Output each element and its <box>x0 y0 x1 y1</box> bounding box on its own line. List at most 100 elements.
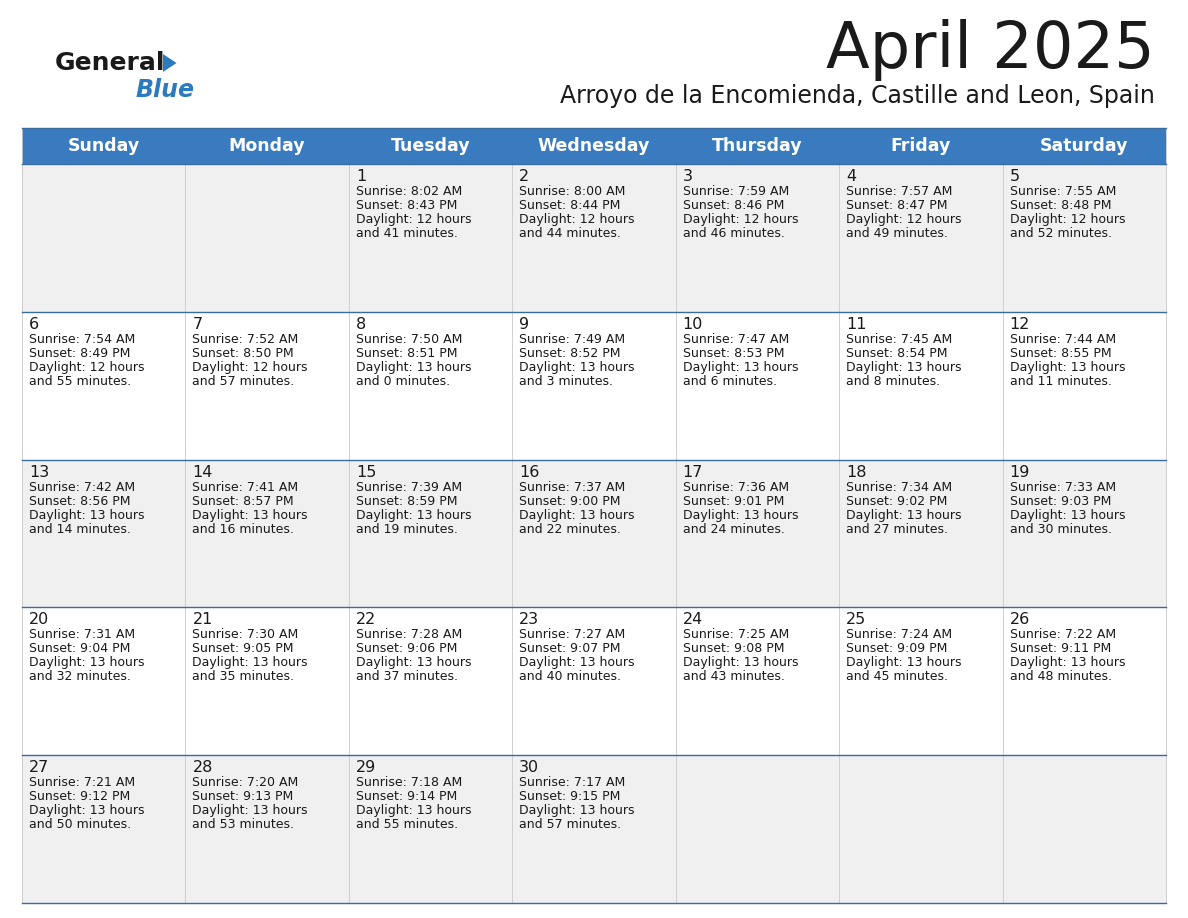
Text: Sunset: 8:53 PM: Sunset: 8:53 PM <box>683 347 784 360</box>
Text: Sunrise: 7:28 AM: Sunrise: 7:28 AM <box>356 629 462 642</box>
Text: and 43 minutes.: and 43 minutes. <box>683 670 784 683</box>
Text: 17: 17 <box>683 465 703 479</box>
Text: and 55 minutes.: and 55 minutes. <box>356 818 459 831</box>
Text: Sunset: 9:11 PM: Sunset: 9:11 PM <box>1010 643 1111 655</box>
Text: Arroyo de la Encomienda, Castille and Leon, Spain: Arroyo de la Encomienda, Castille and Le… <box>560 84 1155 108</box>
Text: and 48 minutes.: and 48 minutes. <box>1010 670 1112 683</box>
Text: Sunset: 9:12 PM: Sunset: 9:12 PM <box>29 790 131 803</box>
Text: Sunrise: 7:22 AM: Sunrise: 7:22 AM <box>1010 629 1116 642</box>
Bar <box>23 756 1165 903</box>
Text: and 16 minutes.: and 16 minutes. <box>192 522 295 535</box>
Text: and 45 minutes.: and 45 minutes. <box>846 670 948 683</box>
Text: 30: 30 <box>519 760 539 775</box>
Text: Sunset: 9:05 PM: Sunset: 9:05 PM <box>192 643 293 655</box>
Text: Daylight: 13 hours: Daylight: 13 hours <box>29 656 145 669</box>
Text: Sunrise: 7:37 AM: Sunrise: 7:37 AM <box>519 481 626 494</box>
Text: Sunrise: 7:47 AM: Sunrise: 7:47 AM <box>683 333 789 346</box>
Text: Sunset: 8:46 PM: Sunset: 8:46 PM <box>683 199 784 212</box>
Text: 23: 23 <box>519 612 539 627</box>
Text: and 44 minutes.: and 44 minutes. <box>519 227 621 240</box>
Text: and 49 minutes.: and 49 minutes. <box>846 227 948 240</box>
Text: 21: 21 <box>192 612 213 627</box>
Text: and 30 minutes.: and 30 minutes. <box>1010 522 1112 535</box>
Text: 24: 24 <box>683 612 703 627</box>
Polygon shape <box>163 54 177 72</box>
Text: Daylight: 13 hours: Daylight: 13 hours <box>1010 361 1125 374</box>
Text: Sunrise: 7:36 AM: Sunrise: 7:36 AM <box>683 481 789 494</box>
Text: and 46 minutes.: and 46 minutes. <box>683 227 784 240</box>
Text: Sunrise: 7:20 AM: Sunrise: 7:20 AM <box>192 777 298 789</box>
Text: Daylight: 12 hours: Daylight: 12 hours <box>846 213 961 226</box>
Text: Daylight: 13 hours: Daylight: 13 hours <box>683 509 798 521</box>
Text: Sunset: 8:59 PM: Sunset: 8:59 PM <box>356 495 457 508</box>
Text: and 41 minutes.: and 41 minutes. <box>356 227 457 240</box>
Text: 13: 13 <box>29 465 49 479</box>
Text: 27: 27 <box>29 760 49 775</box>
Text: Daylight: 13 hours: Daylight: 13 hours <box>356 509 472 521</box>
Text: and 52 minutes.: and 52 minutes. <box>1010 227 1112 240</box>
Text: Sunrise: 7:17 AM: Sunrise: 7:17 AM <box>519 777 626 789</box>
Text: Daylight: 13 hours: Daylight: 13 hours <box>29 509 145 521</box>
Text: and 40 minutes.: and 40 minutes. <box>519 670 621 683</box>
Text: Sunset: 9:00 PM: Sunset: 9:00 PM <box>519 495 621 508</box>
Text: and 57 minutes.: and 57 minutes. <box>192 375 295 387</box>
Text: 20: 20 <box>29 612 49 627</box>
Text: Monday: Monday <box>229 137 305 155</box>
Bar <box>23 460 1165 608</box>
Text: 7: 7 <box>192 317 202 331</box>
Text: 26: 26 <box>1010 612 1030 627</box>
Text: Sunrise: 7:50 AM: Sunrise: 7:50 AM <box>356 333 462 346</box>
Text: Sunrise: 7:27 AM: Sunrise: 7:27 AM <box>519 629 626 642</box>
Text: Sunrise: 8:00 AM: Sunrise: 8:00 AM <box>519 185 626 198</box>
Text: Sunrise: 7:57 AM: Sunrise: 7:57 AM <box>846 185 953 198</box>
Text: Daylight: 13 hours: Daylight: 13 hours <box>356 804 472 817</box>
Text: Thursday: Thursday <box>712 137 803 155</box>
Text: Daylight: 13 hours: Daylight: 13 hours <box>356 361 472 374</box>
Text: Sunset: 8:55 PM: Sunset: 8:55 PM <box>1010 347 1111 360</box>
Text: Daylight: 12 hours: Daylight: 12 hours <box>683 213 798 226</box>
Text: Sunrise: 7:21 AM: Sunrise: 7:21 AM <box>29 777 135 789</box>
Text: Sunset: 8:57 PM: Sunset: 8:57 PM <box>192 495 295 508</box>
Text: and 22 minutes.: and 22 minutes. <box>519 522 621 535</box>
Text: and 8 minutes.: and 8 minutes. <box>846 375 940 387</box>
Text: Sunrise: 7:31 AM: Sunrise: 7:31 AM <box>29 629 135 642</box>
Text: Daylight: 13 hours: Daylight: 13 hours <box>519 509 634 521</box>
Text: 19: 19 <box>1010 465 1030 479</box>
Text: 3: 3 <box>683 169 693 184</box>
Text: Daylight: 12 hours: Daylight: 12 hours <box>192 361 308 374</box>
Text: 6: 6 <box>29 317 39 331</box>
Text: Sunrise: 7:24 AM: Sunrise: 7:24 AM <box>846 629 953 642</box>
Text: Saturday: Saturday <box>1040 137 1129 155</box>
Text: Sunset: 9:02 PM: Sunset: 9:02 PM <box>846 495 948 508</box>
Text: Daylight: 13 hours: Daylight: 13 hours <box>29 804 145 817</box>
Text: and 3 minutes.: and 3 minutes. <box>519 375 613 387</box>
Text: and 53 minutes.: and 53 minutes. <box>192 818 295 831</box>
Text: Sunrise: 7:55 AM: Sunrise: 7:55 AM <box>1010 185 1116 198</box>
Text: and 50 minutes.: and 50 minutes. <box>29 818 131 831</box>
Text: Sunrise: 7:49 AM: Sunrise: 7:49 AM <box>519 333 625 346</box>
Text: Sunrise: 7:25 AM: Sunrise: 7:25 AM <box>683 629 789 642</box>
Text: 22: 22 <box>356 612 377 627</box>
Text: Daylight: 13 hours: Daylight: 13 hours <box>683 656 798 669</box>
Text: 15: 15 <box>356 465 377 479</box>
Text: General: General <box>55 51 165 75</box>
Text: Daylight: 13 hours: Daylight: 13 hours <box>683 361 798 374</box>
Text: Daylight: 12 hours: Daylight: 12 hours <box>1010 213 1125 226</box>
Text: Sunrise: 7:45 AM: Sunrise: 7:45 AM <box>846 333 953 346</box>
Text: and 32 minutes.: and 32 minutes. <box>29 670 131 683</box>
Text: 4: 4 <box>846 169 857 184</box>
Text: Sunset: 9:01 PM: Sunset: 9:01 PM <box>683 495 784 508</box>
Text: Daylight: 13 hours: Daylight: 13 hours <box>519 804 634 817</box>
Text: Daylight: 13 hours: Daylight: 13 hours <box>192 509 308 521</box>
Bar <box>23 608 1165 756</box>
Text: Sunset: 8:44 PM: Sunset: 8:44 PM <box>519 199 620 212</box>
Text: Daylight: 13 hours: Daylight: 13 hours <box>846 509 961 521</box>
Text: Sunset: 9:08 PM: Sunset: 9:08 PM <box>683 643 784 655</box>
Text: Daylight: 13 hours: Daylight: 13 hours <box>356 656 472 669</box>
Text: and 14 minutes.: and 14 minutes. <box>29 522 131 535</box>
Text: Daylight: 13 hours: Daylight: 13 hours <box>1010 656 1125 669</box>
Text: Sunrise: 7:33 AM: Sunrise: 7:33 AM <box>1010 481 1116 494</box>
Text: and 24 minutes.: and 24 minutes. <box>683 522 784 535</box>
Text: Daylight: 13 hours: Daylight: 13 hours <box>519 361 634 374</box>
Text: 8: 8 <box>356 317 366 331</box>
